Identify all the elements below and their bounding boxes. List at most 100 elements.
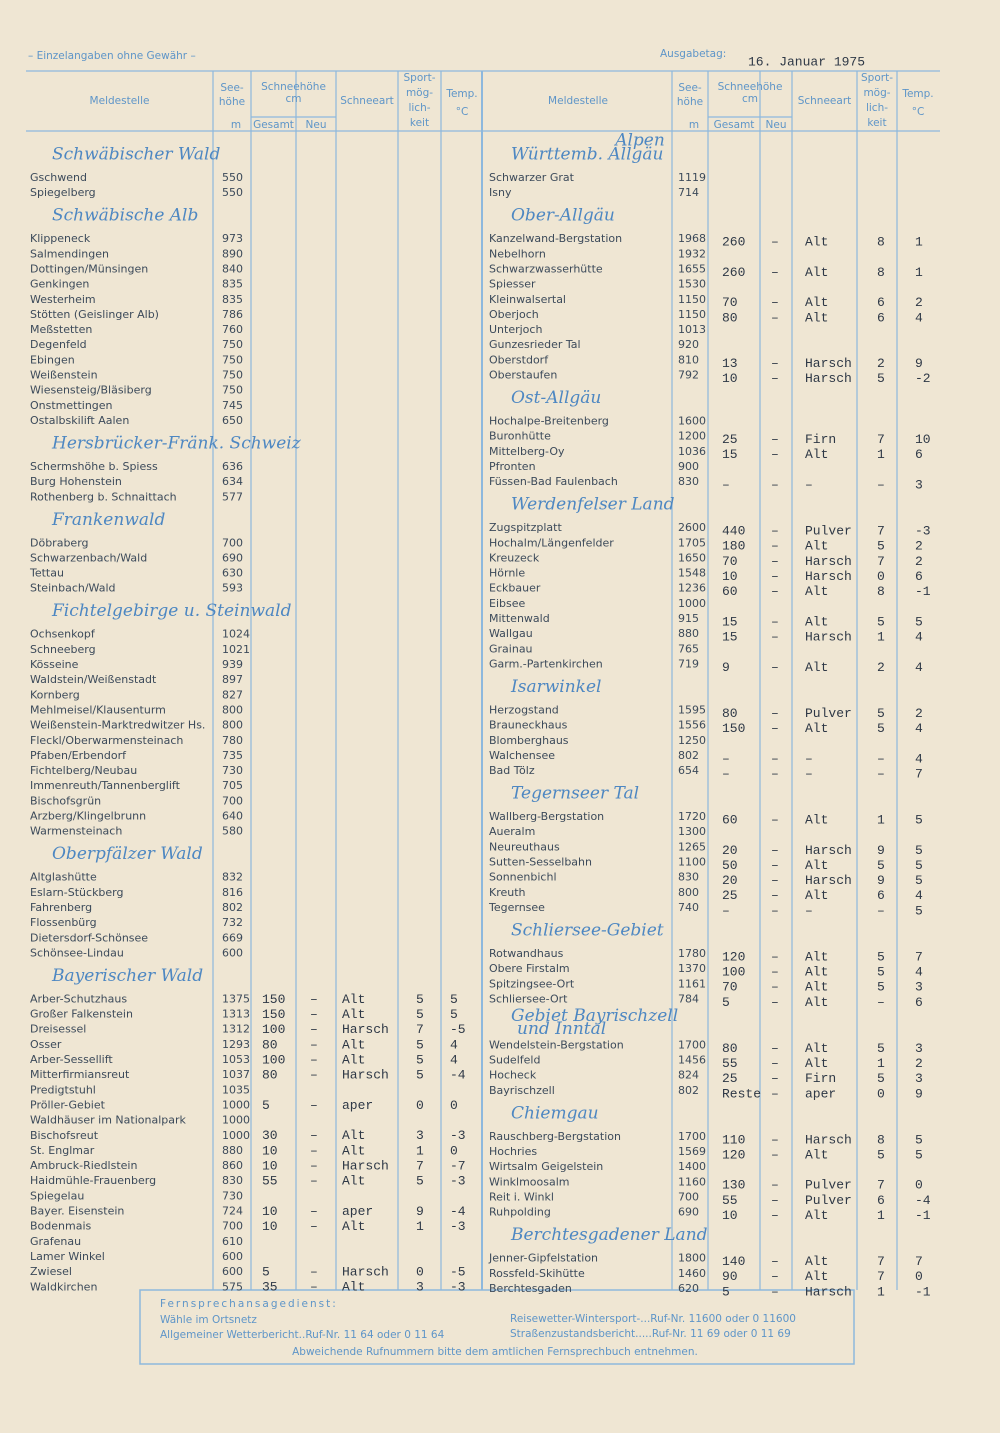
column-header: Meldestelle [90,95,150,107]
cell-value: 750 [222,369,243,382]
cell-value: 835 [222,278,243,291]
cell-value: 719 [678,657,699,670]
cell-value: -1 [915,1208,931,1223]
cell-value: 745 [222,399,243,412]
station-name: Westerheim [30,293,96,306]
cell-value: 7 [915,1254,923,1269]
cell-value: 1375 [222,992,250,1005]
cell-value: -3 [450,1280,466,1295]
cell-value: Alt [342,1007,365,1022]
cell-value: 1100 [678,856,706,869]
cell-value: 700 [222,536,243,549]
cell-value: – [310,1022,318,1037]
cell-value: Harsch [805,1132,852,1147]
station-name: Herzogstand [489,703,559,716]
cell-value: 7 [877,524,885,539]
cell-value: 1 [877,812,885,827]
cell-value: 1530 [678,278,706,291]
cell-value: 1312 [222,1023,250,1036]
cell-value: 1460 [678,1267,706,1280]
cell-value: 714 [678,186,699,199]
cell-value: 2 [915,706,923,721]
cell-value: 5 [262,1098,270,1113]
cell-value: 7 [877,1178,885,1193]
station-name: Sudelfeld [489,1054,540,1067]
cell-value: 5 [416,992,424,1007]
column-header: Schneeart [340,95,394,107]
station-name: Grainau [489,642,533,655]
cell-value: 5 [416,1037,424,1052]
cell-value: Harsch [805,873,852,888]
cell-value: 1720 [678,810,706,823]
station-name: Ostalbskilift Aalen [30,414,129,427]
cell-value: 150 [262,992,285,1007]
cell-value: 1024 [222,628,250,641]
cell-value: Alt [805,888,828,903]
station-name: Pfronten [489,460,536,473]
cell-value: 5 [877,980,885,995]
cell-value: 1036 [678,445,706,458]
column-header: m [231,119,241,131]
section-title: Schwäbischer Wald [52,145,220,165]
cell-value: 915 [678,612,699,625]
cell-value: 100 [262,1022,285,1037]
cell-value: Reste [722,1086,761,1101]
station-name: Hocheck [489,1069,537,1082]
station-name: Wallberg-Bergstation [489,810,604,823]
cell-value: 20 [722,873,738,888]
cell-value: – [771,371,779,386]
cell-value: 4 [450,1052,458,1067]
station-name: Schliersee-Ort [489,992,568,1005]
cell-value: aper [805,1086,836,1101]
station-name: Schermshöhe b. Spiess [30,460,158,473]
cell-value: 260 [722,235,745,250]
section-title: Ober-Allgäu [511,206,615,226]
section-title: Oberpfälzer Wald [52,844,203,864]
cell-value: 90 [722,1269,738,1284]
cell-value: Harsch [805,843,852,858]
cell-value: 1313 [222,1008,250,1021]
cell-value: 740 [678,901,699,914]
cell-value: – [722,478,730,493]
station-name: Dreisessel [30,1023,86,1036]
cell-value: 1035 [222,1083,250,1096]
cell-value: – [771,843,779,858]
cell-value: 5 [877,614,885,629]
cell-value: 120 [722,1147,745,1162]
station-name: Schneeberg [30,643,96,656]
cell-value: 5 [450,992,458,1007]
cell-value: 654 [678,764,699,777]
column-header: Neu [766,119,787,131]
cell-value: 6 [915,569,923,584]
cell-value: -5 [450,1265,466,1280]
station-name: Hochries [489,1145,537,1158]
cell-value: – [771,751,779,766]
cell-value: 140 [722,1254,745,1269]
station-name: Winklmoosalm [489,1175,570,1188]
cell-value: Alt [805,265,828,280]
cell-value: 3 [416,1128,424,1143]
cell-value: – [771,356,779,371]
section-title: Schliersee-Gebiet [511,920,664,940]
cell-value: 832 [222,871,243,884]
cell-value: – [805,751,813,766]
column-header: keit [410,117,429,129]
cell-value: 5 [915,843,923,858]
station-name: Arzberg/Klingelbrunn [30,810,146,823]
column-header: Temp. [901,88,933,100]
column-header: lich- [408,102,430,114]
cell-value: 1968 [678,232,706,245]
station-name: Ruhpolding [489,1206,551,1219]
station-name: Weißenstein [30,369,98,382]
station-name: Immenreuth/Tannenberglift [30,779,181,792]
cell-value: 1 [915,265,923,280]
station-name: Brauneckhaus [489,719,568,732]
station-name: Mittelberg-Oy [489,445,565,458]
station-name: Dottingen/Münsingen [30,262,148,275]
cell-value: 1161 [678,977,706,990]
column-header: See- [678,82,702,94]
station-name: Kreuth [489,886,526,899]
cell-value: Alt [342,992,365,1007]
cell-value: 10 [262,1204,278,1219]
cell-value: 9 [722,660,730,675]
